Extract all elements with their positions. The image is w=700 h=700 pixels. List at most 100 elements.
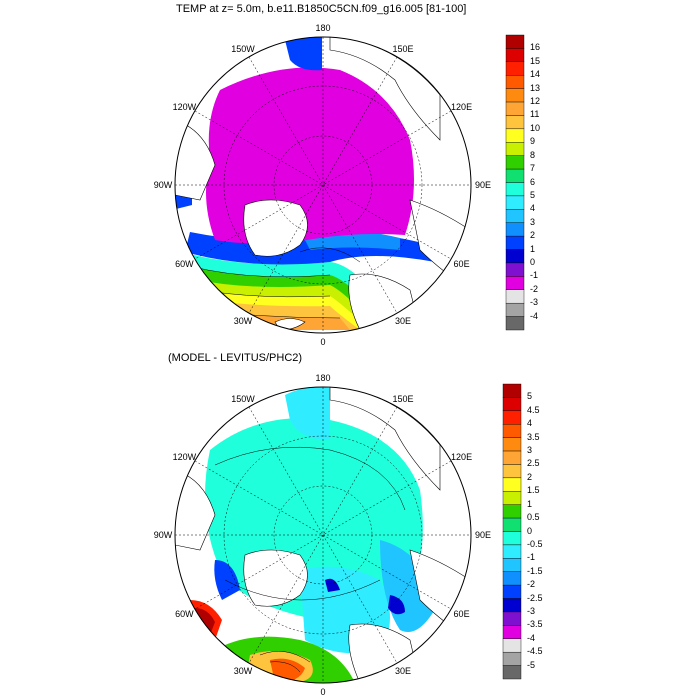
colorbar-swatch xyxy=(505,142,525,156)
colorbar-label: 0.5 xyxy=(527,512,540,523)
lon-label: 180 xyxy=(315,23,331,33)
lon-label: 150W xyxy=(231,44,255,55)
panel2-title: (MODEL - LEVITUS/PHC2) xyxy=(168,352,303,364)
colorbar-swatch xyxy=(505,48,525,63)
lon-label: 120W xyxy=(172,101,197,112)
colorbar-label: 15 xyxy=(530,55,541,66)
colorbar-label: 2 xyxy=(530,230,536,241)
colorbar-label: -4 xyxy=(527,632,536,643)
colorbar-swatch xyxy=(505,101,525,116)
lon-label: 30E xyxy=(394,665,412,676)
lon-label: 30W xyxy=(233,315,253,326)
lon-label: 90W xyxy=(153,180,173,190)
panel2-land-greenland xyxy=(243,549,308,607)
colorbar-label: 8 xyxy=(530,149,536,160)
colorbar-label: -4.5 xyxy=(527,646,543,657)
colorbar-swatch xyxy=(505,302,525,317)
lon-label: 150E xyxy=(392,44,414,55)
colorbar-swatch xyxy=(502,464,522,479)
lon-label: 120E xyxy=(451,451,473,462)
colorbar-swatch xyxy=(502,450,522,465)
colorbar-swatch xyxy=(505,88,525,103)
panel2-field-barents-cold xyxy=(388,595,405,615)
colorbar-swatch xyxy=(505,128,525,143)
colorbar-label: 13 xyxy=(530,82,541,93)
colorbar-label: 2.5 xyxy=(527,458,540,469)
panel1-colorbar xyxy=(505,34,525,331)
colorbar-label: -1.5 xyxy=(527,565,543,576)
colorbar-swatch xyxy=(502,558,522,572)
colorbar-swatch xyxy=(502,544,522,559)
colorbar-label: 16 xyxy=(530,42,541,53)
panel1-field-arctic-core xyxy=(206,67,414,244)
panel2-field-bering xyxy=(285,387,330,440)
colorbar-label: -3 xyxy=(530,297,539,308)
colorbar-swatch xyxy=(505,276,525,290)
panel1-land-greenland xyxy=(243,199,308,257)
colorbar-label: 12 xyxy=(530,96,541,107)
lon-label: 30W xyxy=(233,665,253,676)
colorbar-label: 1.5 xyxy=(527,485,540,496)
panel2-map xyxy=(174,386,472,684)
colorbar-label: 5 xyxy=(527,391,533,402)
colorbar-swatch xyxy=(505,61,525,76)
colorbar-label: -3.5 xyxy=(527,619,543,630)
colorbar-label: 1 xyxy=(527,498,533,509)
colorbar-label: 4.5 xyxy=(527,404,540,415)
colorbar-label: -2 xyxy=(530,283,539,294)
lon-label: 60W xyxy=(175,608,194,619)
colorbar-swatch xyxy=(505,235,525,250)
lon-label: 90E xyxy=(474,530,492,540)
panel2-graticule xyxy=(175,387,471,683)
colorbar-label: 14 xyxy=(530,69,541,80)
colorbar-label: 3 xyxy=(527,445,533,456)
lon-label: 120E xyxy=(451,101,473,112)
colorbar-label: 3 xyxy=(530,216,536,227)
lon-label: 0 xyxy=(320,337,326,347)
panel1-map xyxy=(174,36,472,334)
colorbar-swatch xyxy=(502,625,522,639)
colorbar-swatch xyxy=(505,222,525,237)
panel1-field-bering-edge xyxy=(285,37,322,71)
colorbar-label: 5 xyxy=(530,189,536,200)
colorbar-label: -1 xyxy=(527,552,536,563)
colorbar-swatch xyxy=(502,504,522,519)
colorbar-label: 1 xyxy=(530,243,536,254)
lon-label: 90E xyxy=(474,180,492,190)
panel2-field-baffin-cold xyxy=(214,560,240,600)
colorbar-swatch xyxy=(505,209,525,223)
colorbar-label: 0 xyxy=(530,256,536,267)
colorbar-swatch xyxy=(502,397,522,412)
panel2-field-central-cold xyxy=(325,578,340,592)
colorbar-swatch xyxy=(502,531,522,546)
colorbar-swatch xyxy=(502,437,522,452)
colorbar-label: -5 xyxy=(527,659,536,670)
colorbar-swatch xyxy=(505,155,525,170)
colorbar-label: 3.5 xyxy=(527,431,540,442)
colorbar-swatch xyxy=(502,424,522,438)
colorbar-swatch xyxy=(505,262,525,277)
colorbar-swatch xyxy=(502,584,522,599)
colorbar-label: 10 xyxy=(530,122,541,133)
colorbar-swatch xyxy=(505,289,525,304)
colorbar-swatch xyxy=(502,491,522,505)
colorbar-swatch xyxy=(502,571,522,586)
colorbar-label: 9 xyxy=(530,136,536,147)
colorbar-label: 4 xyxy=(527,418,533,429)
lon-label: 150W xyxy=(231,394,255,405)
panel1-title: TEMP at z= 5.0m, b.e11.B1850C5CN.f09_g16… xyxy=(176,3,467,15)
colorbar-swatch xyxy=(502,665,522,680)
colorbar-swatch xyxy=(505,168,525,183)
lon-label: 60E xyxy=(453,608,470,619)
colorbar-swatch xyxy=(505,195,525,210)
colorbar-swatch xyxy=(502,383,522,398)
colorbar-label: 7 xyxy=(530,163,536,174)
colorbar-swatch xyxy=(502,477,522,492)
colorbar-label: -2 xyxy=(527,579,536,590)
colorbar-swatch xyxy=(502,651,522,666)
lon-label: 120W xyxy=(172,451,197,462)
colorbar-label: 6 xyxy=(530,176,536,187)
lon-label: 60E xyxy=(453,258,470,269)
colorbar-swatch xyxy=(505,75,525,89)
